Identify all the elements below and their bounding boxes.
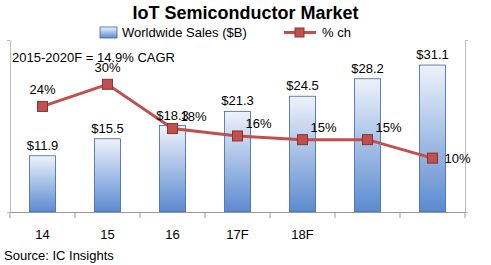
- plot-marks: [30, 65, 446, 212]
- x-tick: 14: [35, 227, 49, 242]
- bar-label: $15.5: [91, 121, 124, 136]
- line-label: 24%: [29, 82, 55, 97]
- bar-label: $28.2: [351, 61, 384, 76]
- line-marker: [103, 79, 113, 89]
- y-axis: [7, 41, 11, 213]
- legend: Worldwide Sales ($B) % ch: [100, 25, 351, 40]
- x-tick: 15: [100, 227, 114, 242]
- x-separator: [140, 212, 141, 218]
- y-axis-line: [10, 41, 11, 213]
- x-axis-line: [11, 212, 466, 213]
- line-marker: [298, 135, 308, 145]
- x-separator: [335, 212, 336, 218]
- x-tick: 17F: [226, 227, 248, 242]
- line-label: 15%: [311, 120, 337, 135]
- line: [43, 84, 433, 158]
- x-tick-label: 14: [35, 227, 49, 242]
- bar-label: $31.1: [416, 47, 449, 62]
- legend-marker: [295, 28, 304, 37]
- chart: IoT Semiconductor Market Worldwide Sales …: [0, 0, 491, 265]
- bar-label: $21.3: [221, 93, 254, 108]
- x-separator: [75, 212, 76, 218]
- y-tick: [7, 40, 10, 41]
- annotation: 2015-2020F = 14.9% CAGR: [12, 50, 175, 65]
- x-axis: 14 15 16 17F 18F: [11, 213, 466, 243]
- x-tick: 18F: [291, 227, 313, 242]
- line-marker: [38, 101, 48, 111]
- y2-axis-line: [465, 41, 466, 213]
- y2-tick: [465, 40, 468, 41]
- line-marker: [233, 131, 243, 141]
- bar-label: $11.9: [27, 138, 59, 153]
- line-marker: [363, 135, 373, 145]
- bar: [160, 126, 186, 212]
- legend-swatch: [100, 27, 117, 38]
- line-label: 16%: [246, 116, 272, 131]
- line-label: 15%: [376, 120, 402, 135]
- legend-label: Worldwide Sales ($B): [122, 25, 247, 40]
- line-label: 30%: [94, 60, 120, 75]
- bar: [30, 156, 56, 212]
- bar: [420, 65, 446, 212]
- bar-label: $24.5: [286, 78, 319, 93]
- x-tick-label: 18F: [291, 227, 313, 242]
- x-separator: [465, 212, 466, 218]
- x-separator: [10, 212, 11, 218]
- y2-tick-mark: [465, 40, 468, 41]
- y2-axis: [465, 41, 468, 213]
- x-tick: 16: [165, 227, 179, 242]
- x-separator: [205, 212, 206, 218]
- line-marker: [168, 124, 178, 134]
- line-label: 10%: [445, 151, 471, 166]
- x-tick-label: 17F: [226, 227, 248, 242]
- x-separator: [270, 212, 271, 218]
- bar: [355, 79, 381, 212]
- legend-label: % ch: [322, 25, 351, 40]
- annotation: Source: IC Insights: [4, 248, 114, 263]
- line-marker: [428, 153, 438, 163]
- line-label: 18%: [181, 109, 207, 124]
- bar: [95, 139, 121, 212]
- x-tick-label: 16: [165, 227, 179, 242]
- x-tick-label: 15: [100, 227, 114, 242]
- bar: [290, 96, 316, 212]
- x-separator: [400, 212, 401, 218]
- y-tick-mark: [7, 40, 10, 41]
- title: IoT Semiconductor Market: [132, 3, 358, 23]
